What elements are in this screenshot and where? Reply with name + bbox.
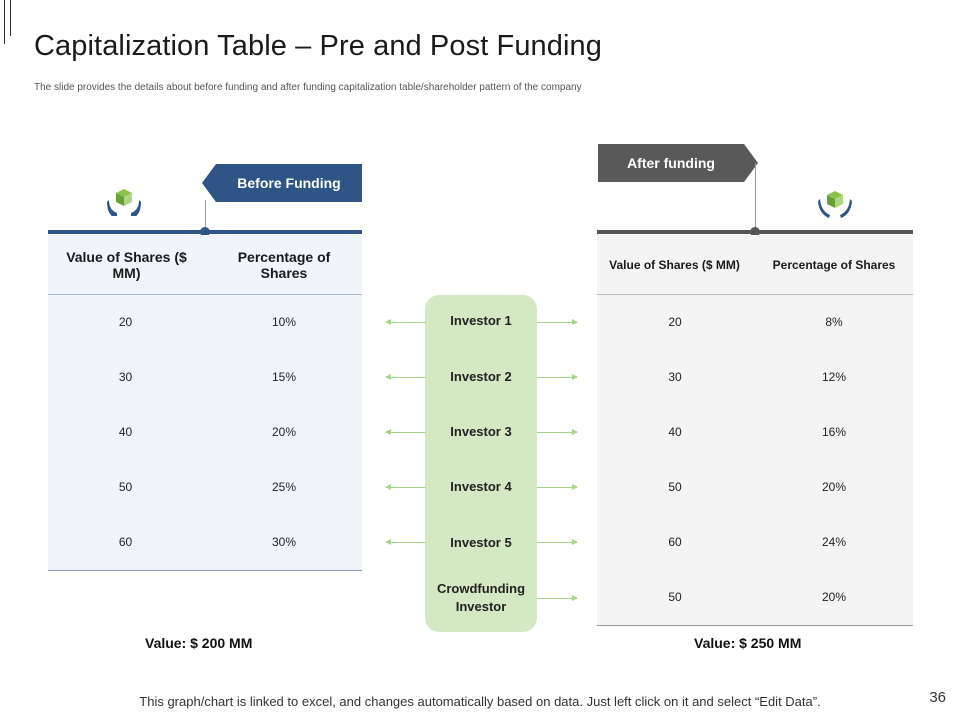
investor-label: Investor 2 — [450, 369, 512, 384]
table-cell: 50 — [668, 480, 682, 494]
investor-label: Investor 5 — [450, 535, 512, 550]
table-cell: 20% — [821, 480, 847, 494]
arrow-left-investor-3 — [385, 429, 426, 435]
arrow-right-investor-4 — [537, 484, 578, 490]
table-cell: 30% — [271, 535, 297, 549]
before-connector-dot — [200, 227, 210, 237]
after-funding-label: After funding — [627, 155, 715, 171]
table-cell: 24% — [821, 535, 847, 549]
table-cell: 60 — [118, 535, 133, 549]
investor-panel — [425, 295, 537, 632]
before-funding-label: Before Funding — [237, 175, 341, 191]
table-cell: 40 — [118, 425, 133, 439]
after-funding-table: Value of Shares ($ MM) Percentage of Sha… — [597, 235, 913, 626]
arrow-left-investor-4 — [385, 484, 426, 490]
before-funding-tag: Before Funding — [202, 164, 362, 202]
before-connector — [205, 200, 206, 232]
arrow-right-investor-2 — [537, 374, 578, 380]
investor-label: Investor 3 — [450, 424, 512, 439]
table-cell: 12% — [821, 370, 847, 384]
before-header-value: Value of Shares ($ MM) — [66, 249, 187, 281]
table-cell: 16% — [821, 425, 847, 439]
before-funding-table: Value of Shares ($ MM) Percentage of Sha… — [48, 235, 362, 571]
investor-label: Investor 4 — [450, 479, 512, 494]
arrow-right-crowdfunding — [537, 595, 578, 601]
table-cell: 8% — [825, 315, 843, 329]
cube-in-hands-icon — [107, 189, 141, 216]
table-cell: 20% — [821, 590, 847, 604]
table-cell: 50 — [668, 590, 682, 604]
after-connector-dot — [750, 227, 760, 237]
table-cell: 30 — [668, 370, 682, 384]
corner-line-2 — [10, 0, 11, 36]
after-funding-tag: After funding — [598, 144, 758, 182]
arrow-right-investor-5 — [537, 539, 578, 545]
table-cell: 30 — [118, 370, 133, 384]
investor-label: Crowdfunding Investor — [436, 581, 526, 614]
table-cell: 15% — [271, 370, 297, 384]
table-cell: 20% — [271, 425, 297, 439]
after-connector — [755, 163, 756, 232]
arrow-left-investor-5 — [385, 539, 426, 545]
arrow-right-investor-3 — [537, 429, 578, 435]
table-cell: 60 — [668, 535, 682, 549]
corner-line-1 — [4, 0, 5, 44]
table-cell: 50 — [118, 480, 133, 494]
table-cell: 20 — [118, 315, 133, 329]
footer-note: This graph/chart is linked to excel, and… — [139, 694, 821, 709]
arrow-left-investor-2 — [385, 374, 426, 380]
table-cell: 10% — [271, 315, 297, 329]
slide-title: Capitalization Table – Pre and Post Fund… — [34, 30, 603, 62]
before-header-percentage: Percentage of Shares — [237, 249, 331, 281]
after-header-value: Value of Shares ($ MM) — [609, 258, 740, 272]
arrow-left-investor-1 — [385, 319, 426, 325]
before-total-value: Value: $ 200 MM — [145, 635, 253, 651]
cube-in-hands-icon — [818, 191, 852, 218]
table-cell: 40 — [668, 425, 682, 439]
after-total-value: Value: $ 250 MM — [694, 635, 802, 651]
page-number: 36 — [929, 689, 946, 706]
table-cell: 25% — [271, 480, 297, 494]
table-cell: 20 — [668, 315, 682, 329]
arrow-right-investor-1 — [537, 319, 578, 325]
slide-subtitle: The slide provides the details about bef… — [34, 82, 582, 93]
investor-label: Investor 1 — [450, 313, 512, 328]
after-header-percentage: Percentage of Shares — [772, 258, 896, 272]
